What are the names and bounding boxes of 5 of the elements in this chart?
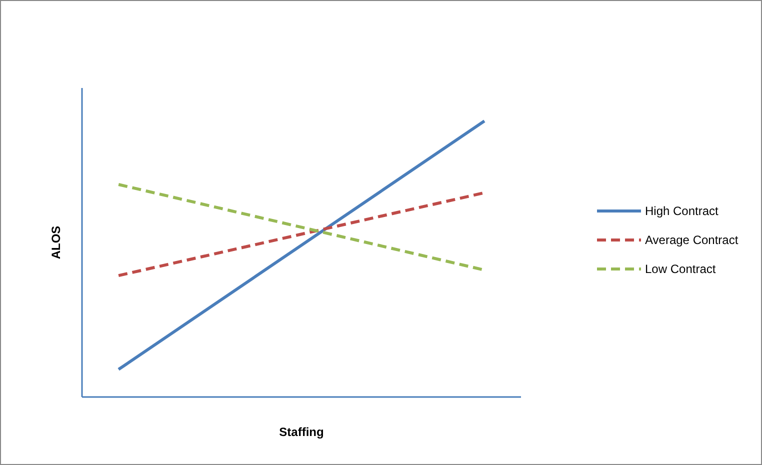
x-axis-title: Staffing xyxy=(279,425,324,439)
legend-label: Low Contract xyxy=(645,262,716,276)
legend-label: Average Contract xyxy=(645,233,739,247)
legend-label: High Contract xyxy=(645,204,720,218)
y-axis-title: ALOS xyxy=(49,226,63,260)
